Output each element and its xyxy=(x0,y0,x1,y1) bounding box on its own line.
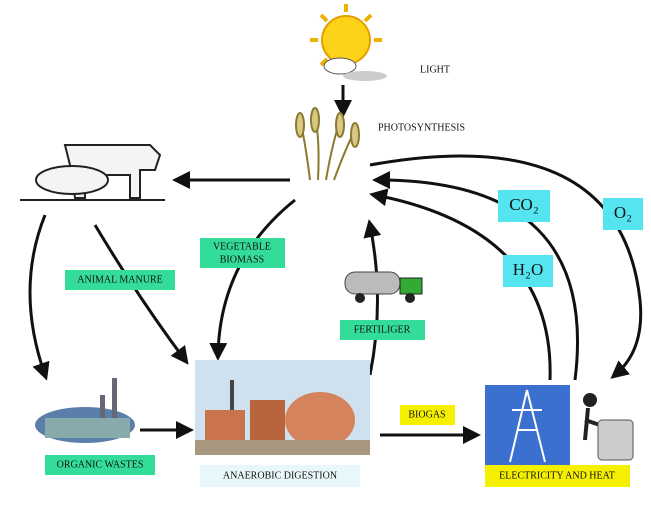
arrow xyxy=(30,215,45,375)
co2-label: CO₂ xyxy=(509,195,539,214)
arrow xyxy=(218,200,295,355)
digester-icon xyxy=(195,360,370,455)
arrow xyxy=(370,225,378,375)
factory-icon xyxy=(35,378,135,443)
o2-label: O₂ xyxy=(614,203,632,222)
truck-icon xyxy=(345,272,422,303)
organic-wastes-label: ORGANIC WASTES xyxy=(57,459,144,470)
electricity-and-heat-label: ELECTRICITY AND HEAT xyxy=(499,470,615,481)
wheat-icon xyxy=(296,108,359,180)
sun-icon xyxy=(310,4,387,81)
light-label: LIGHT xyxy=(420,64,450,75)
photosynthesis-label: PHOTOSYNTHESIS xyxy=(378,122,465,133)
electricity-icon xyxy=(485,385,633,465)
diagram: LIGHT PHOTOSYNTHESIS VEGETABLE BIOMASS A… xyxy=(0,0,651,508)
animal-manure-label: ANIMAL MANURE xyxy=(77,274,162,285)
vegetable-biomass-label: BIOMASS xyxy=(220,254,264,265)
vegetable-biomass-label: VEGETABLE xyxy=(213,241,271,252)
biogas-label: BIOGAS xyxy=(408,409,445,420)
arrow xyxy=(95,225,185,360)
animals-icon xyxy=(20,145,165,200)
fertilizer-label: FERTILIGER xyxy=(354,324,411,335)
anaerobic-digestion-label: ANAEROBIC DIGESTION xyxy=(223,470,337,481)
h2o-label: H₂O xyxy=(513,260,543,279)
